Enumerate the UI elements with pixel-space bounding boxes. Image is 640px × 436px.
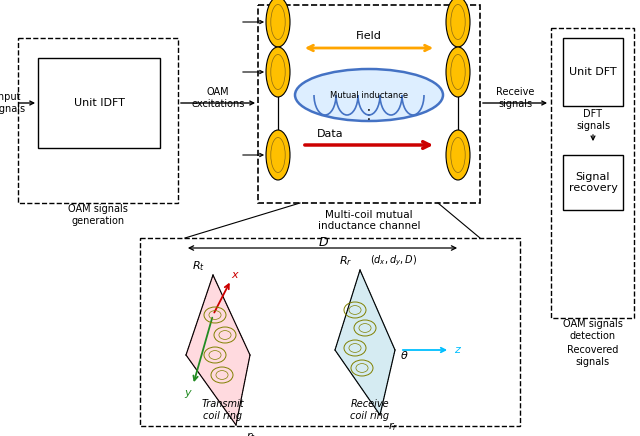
- Text: x: x: [232, 270, 238, 280]
- Text: OAM: OAM: [207, 87, 229, 97]
- Text: coil ring: coil ring: [204, 411, 243, 421]
- Text: Unit IDFT: Unit IDFT: [74, 98, 124, 108]
- Bar: [563, 38, 623, 106]
- Text: $(d_x, d_y, D)$: $(d_x, d_y, D)$: [370, 254, 417, 268]
- Ellipse shape: [446, 130, 470, 180]
- Text: DFT
signals: DFT signals: [576, 109, 610, 131]
- Text: $\theta$: $\theta$: [400, 349, 408, 361]
- Text: Multi-coil mutual: Multi-coil mutual: [325, 210, 413, 220]
- Text: z: z: [454, 345, 460, 355]
- Text: $r_r$: $r_r$: [388, 420, 398, 433]
- Text: excitations: excitations: [191, 99, 244, 109]
- Text: Signal
recovery: Signal recovery: [568, 172, 618, 193]
- Bar: [18, 38, 178, 203]
- Text: $R_r$: $R_r$: [339, 254, 352, 268]
- Text: D: D: [318, 235, 328, 249]
- Text: signals: signals: [498, 99, 532, 109]
- Text: Recovered
signals: Recovered signals: [567, 345, 618, 367]
- Text: Field: Field: [356, 31, 382, 41]
- Text: Input
signals: Input signals: [0, 92, 25, 114]
- Text: Receive: Receive: [351, 399, 389, 409]
- Text: $R_t$: $R_t$: [192, 259, 205, 273]
- Bar: [551, 28, 634, 318]
- Ellipse shape: [266, 130, 290, 180]
- Bar: [258, 5, 480, 203]
- Text: coil ring: coil ring: [351, 411, 390, 421]
- Text: Receive: Receive: [496, 87, 534, 97]
- Ellipse shape: [266, 0, 290, 47]
- Bar: [38, 58, 160, 148]
- Ellipse shape: [266, 47, 290, 97]
- Ellipse shape: [446, 0, 470, 47]
- Text: Data: Data: [317, 129, 343, 139]
- Bar: [563, 155, 623, 210]
- Text: y: y: [185, 388, 191, 398]
- Text: Transmit: Transmit: [202, 399, 244, 409]
- Bar: [140, 238, 520, 426]
- Polygon shape: [335, 270, 395, 415]
- Text: OAM signals
detection: OAM signals detection: [563, 319, 623, 341]
- Text: ⋮: ⋮: [362, 108, 376, 122]
- Text: Unit DFT: Unit DFT: [569, 67, 617, 77]
- Text: inductance channel: inductance channel: [317, 221, 420, 231]
- Text: $r_t$: $r_t$: [246, 430, 256, 436]
- Ellipse shape: [446, 47, 470, 97]
- Text: Mutual inductance: Mutual inductance: [330, 91, 408, 99]
- Ellipse shape: [295, 69, 443, 121]
- Text: OAM signals
generation: OAM signals generation: [68, 204, 128, 226]
- Polygon shape: [186, 275, 250, 425]
